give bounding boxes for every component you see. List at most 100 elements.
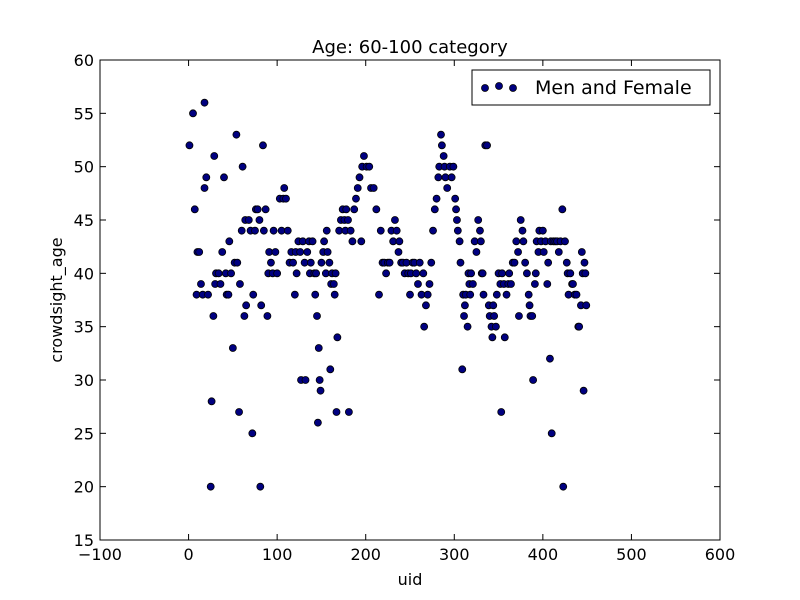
data-point xyxy=(236,280,244,288)
data-point xyxy=(512,237,521,246)
data-point xyxy=(372,205,381,214)
data-point xyxy=(453,226,462,235)
data-point xyxy=(406,290,414,299)
data-point xyxy=(412,269,421,278)
data-point xyxy=(458,365,467,374)
plot-area xyxy=(100,60,720,540)
data-point xyxy=(282,194,290,203)
data-point xyxy=(320,237,328,246)
data-point xyxy=(452,205,460,214)
data-point xyxy=(314,344,323,352)
data-point xyxy=(253,205,262,214)
data-point xyxy=(514,248,522,256)
x-axis-label: uid xyxy=(398,570,423,589)
data-point xyxy=(344,216,352,224)
data-point xyxy=(261,205,270,214)
x-tick-label: 200 xyxy=(350,545,381,564)
data-point xyxy=(483,141,491,150)
data-point xyxy=(558,205,567,214)
data-point xyxy=(352,194,360,203)
y-tick-label: 15 xyxy=(74,531,94,550)
data-point xyxy=(510,258,519,267)
data-point xyxy=(323,248,332,256)
data-point xyxy=(476,237,485,246)
data-point xyxy=(216,280,225,288)
y-tick-label: 50 xyxy=(74,158,94,177)
data-point xyxy=(460,312,468,320)
data-point xyxy=(227,269,235,278)
data-point xyxy=(200,184,209,192)
data-point xyxy=(546,354,554,363)
data-point xyxy=(330,290,339,299)
x-tick-label: −100 xyxy=(78,545,122,564)
data-point xyxy=(315,376,324,384)
data-point xyxy=(376,226,385,235)
data-point xyxy=(251,226,259,235)
data-point xyxy=(562,258,571,267)
legend-marker xyxy=(481,84,489,92)
data-point xyxy=(301,376,310,384)
data-point xyxy=(271,248,280,256)
data-point xyxy=(382,269,390,278)
data-point xyxy=(577,248,586,256)
data-point xyxy=(235,408,243,416)
data-point xyxy=(451,194,460,203)
data-point xyxy=(365,162,374,171)
data-point xyxy=(255,216,264,224)
data-point xyxy=(490,312,499,320)
data-point xyxy=(259,141,267,150)
data-point xyxy=(488,333,497,342)
data-point xyxy=(468,280,477,288)
data-point xyxy=(467,269,476,278)
data-point xyxy=(515,312,523,320)
data-point xyxy=(311,290,320,299)
data-point xyxy=(200,98,209,107)
data-point xyxy=(538,226,547,235)
data-point xyxy=(432,194,441,203)
data-point xyxy=(342,205,351,214)
data-point xyxy=(524,290,533,299)
data-point xyxy=(273,269,282,278)
data-point xyxy=(209,312,218,320)
data-point xyxy=(492,290,501,299)
y-tick-label: 35 xyxy=(74,318,94,337)
data-point xyxy=(283,226,292,235)
data-point xyxy=(489,301,498,310)
data-point xyxy=(430,205,439,214)
data-point xyxy=(228,344,237,352)
data-point xyxy=(529,376,538,384)
data-point xyxy=(313,312,321,320)
data-point xyxy=(507,280,515,288)
data-point xyxy=(439,152,448,160)
data-point xyxy=(224,290,233,299)
data-point xyxy=(346,226,355,235)
data-point xyxy=(547,429,556,438)
data-point xyxy=(190,205,199,214)
data-point xyxy=(353,184,362,192)
data-point xyxy=(423,290,432,299)
data-point xyxy=(292,269,301,278)
data-point xyxy=(329,280,338,288)
data-point xyxy=(525,301,534,310)
data-point xyxy=(220,173,228,182)
data-point xyxy=(385,258,394,267)
data-point xyxy=(479,290,488,299)
data-point xyxy=(505,269,514,278)
data-point xyxy=(259,226,268,235)
legend-label: Men and Female xyxy=(535,77,692,99)
data-point xyxy=(331,269,340,278)
axis-tick-labels: −100 0 100 200 300 400 500 600 15 20 25 30 35 40 45 50 5… xyxy=(74,51,736,564)
data-point xyxy=(218,248,227,256)
data-point xyxy=(449,162,458,171)
x-tick-label: 0 xyxy=(183,545,193,564)
data-point xyxy=(425,280,434,288)
data-point xyxy=(561,237,569,246)
data-point xyxy=(500,333,509,342)
data-point xyxy=(518,226,527,235)
data-point xyxy=(248,429,257,438)
data-point xyxy=(357,237,366,246)
x-tick-label: 300 xyxy=(439,545,470,564)
data-point xyxy=(313,418,322,427)
data-point xyxy=(344,408,353,416)
legend-marker xyxy=(509,84,517,92)
